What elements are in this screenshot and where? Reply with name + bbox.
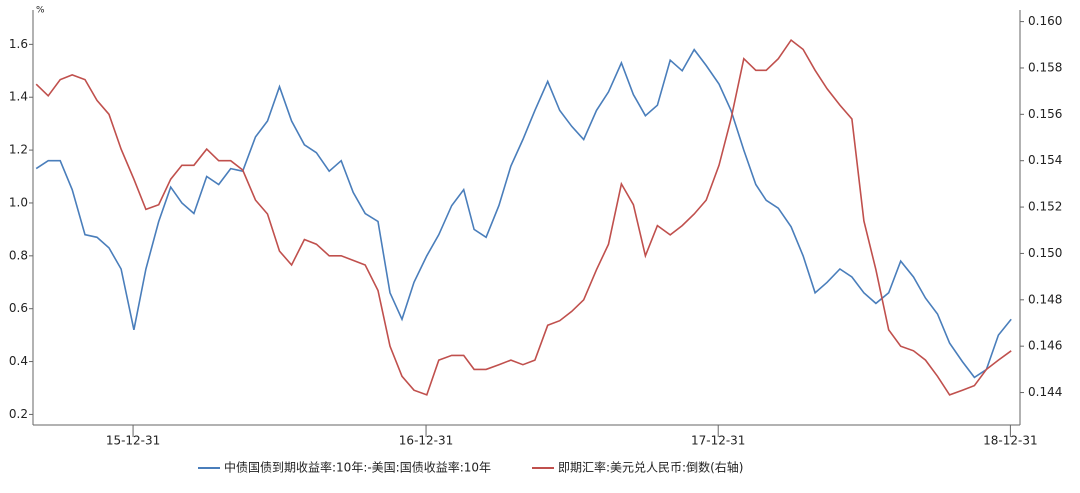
y2-tick-label: 0.156 [1028, 107, 1062, 121]
y-tick-label: 0.2 [9, 407, 28, 421]
y-tick-label: 0.4 [9, 354, 28, 368]
y2-tick-label: 0.158 [1028, 60, 1062, 74]
y-unit: % [36, 6, 45, 16]
y-tick-label: 0.8 [9, 248, 28, 262]
y2-tick-label: 0.160 [1028, 14, 1062, 28]
y-tick-label: 1.6 [9, 37, 28, 51]
series-line [35, 38, 1012, 396]
y2-tick-label: 0.144 [1028, 385, 1062, 399]
y-tick-label: 1.4 [9, 90, 28, 104]
y-tick-label: 0.6 [9, 301, 28, 315]
x-tick-label: 18-12-31 [983, 434, 1037, 448]
legend-label: 中债国债到期收益率:10年:-美国:国债收益率:10年 [224, 460, 491, 475]
y2-tick-label: 0.150 [1028, 246, 1062, 260]
x-tick-label: 17-12-31 [691, 434, 745, 448]
x-tick-label: 16-12-31 [399, 434, 453, 448]
y-tick-label: 1.0 [9, 195, 28, 209]
x-tick-label: 15-12-31 [106, 434, 160, 448]
y2-tick-label: 0.154 [1028, 153, 1062, 167]
series-line [35, 48, 1012, 379]
legend-label: 即期汇率:美元兑人民币:倒数(右轴) [558, 460, 743, 475]
y2-tick-label: 0.146 [1028, 339, 1062, 353]
y2-tick-label: 0.148 [1028, 292, 1062, 306]
y-tick-label: 1.2 [9, 143, 28, 157]
y2-tick-label: 0.152 [1028, 200, 1062, 214]
